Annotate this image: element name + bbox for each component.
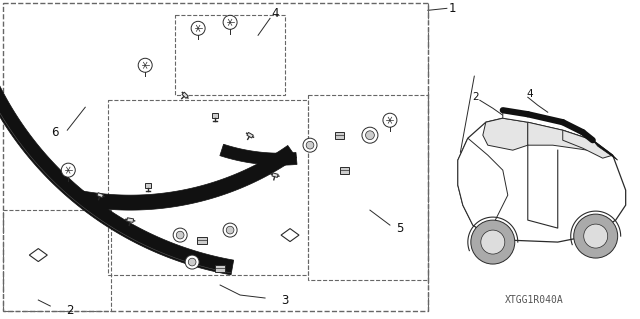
Circle shape <box>61 163 76 177</box>
Polygon shape <box>29 249 47 262</box>
Polygon shape <box>458 118 626 242</box>
Circle shape <box>365 131 374 140</box>
Circle shape <box>227 226 234 234</box>
Text: XTGG1R040A: XTGG1R040A <box>506 295 564 305</box>
Polygon shape <box>503 110 593 140</box>
Circle shape <box>573 214 618 258</box>
Polygon shape <box>593 140 618 160</box>
Text: 2: 2 <box>67 303 74 316</box>
Bar <box>145 183 152 188</box>
Text: 4: 4 <box>527 89 533 99</box>
Circle shape <box>191 21 205 35</box>
Circle shape <box>223 223 237 237</box>
Text: 6: 6 <box>52 126 59 139</box>
Bar <box>175 15 285 95</box>
Bar <box>108 100 308 275</box>
Text: 4: 4 <box>271 7 279 20</box>
Polygon shape <box>483 118 528 150</box>
Circle shape <box>185 255 199 269</box>
Text: 5: 5 <box>396 222 404 234</box>
Polygon shape <box>272 173 278 177</box>
Polygon shape <box>80 145 296 210</box>
Bar <box>340 167 349 174</box>
Polygon shape <box>528 122 593 150</box>
Text: 2: 2 <box>472 92 479 102</box>
Polygon shape <box>281 229 299 241</box>
Circle shape <box>188 258 196 266</box>
Polygon shape <box>458 138 508 235</box>
Text: 1: 1 <box>449 2 456 15</box>
Text: 3: 3 <box>549 175 556 185</box>
Circle shape <box>223 15 237 29</box>
Bar <box>3 3 428 311</box>
Circle shape <box>303 138 317 152</box>
Polygon shape <box>127 218 134 222</box>
Text: 3: 3 <box>282 293 289 307</box>
Polygon shape <box>97 193 104 197</box>
Bar <box>215 264 225 271</box>
Bar <box>212 113 218 118</box>
Bar <box>3 210 111 311</box>
Circle shape <box>471 220 515 264</box>
Circle shape <box>481 230 505 254</box>
Circle shape <box>138 58 152 72</box>
Circle shape <box>362 127 378 143</box>
Polygon shape <box>182 92 188 98</box>
Circle shape <box>383 113 397 127</box>
Circle shape <box>176 231 184 239</box>
Polygon shape <box>247 132 253 138</box>
Circle shape <box>584 224 608 248</box>
Circle shape <box>173 228 187 242</box>
Polygon shape <box>0 0 234 275</box>
Text: 5: 5 <box>582 170 589 180</box>
Bar <box>335 132 344 139</box>
Polygon shape <box>220 144 297 165</box>
Bar <box>308 95 428 280</box>
Bar <box>197 237 207 244</box>
Circle shape <box>306 141 314 149</box>
Polygon shape <box>563 130 612 158</box>
